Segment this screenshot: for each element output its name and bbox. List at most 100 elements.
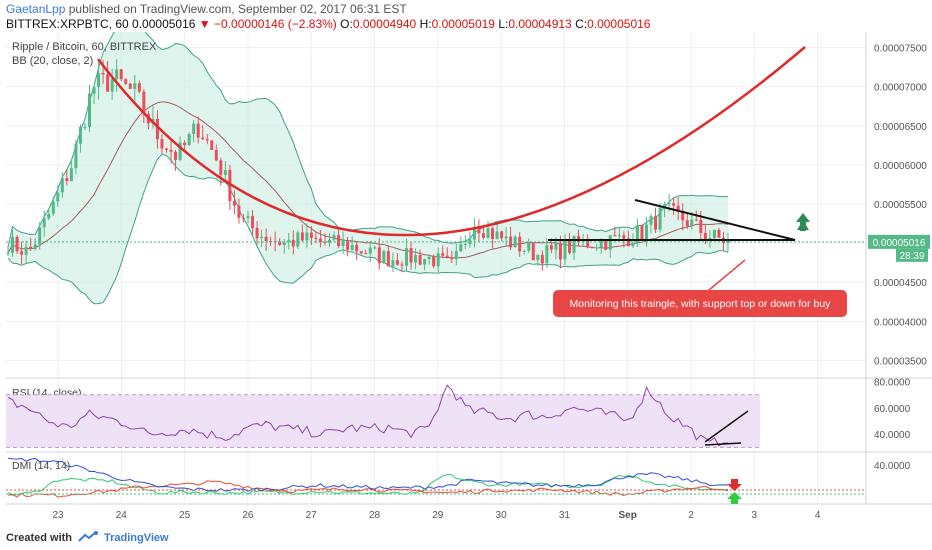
candle-body — [540, 254, 544, 264]
username-link[interactable]: GaetanLpp — [6, 2, 66, 16]
open-value: 0.00004940 — [352, 17, 417, 31]
candle-body — [15, 236, 19, 252]
candle-body — [481, 233, 485, 238]
candle-body — [382, 251, 386, 264]
candle-body — [323, 241, 327, 243]
time-axis-tick: 30 — [496, 510, 508, 521]
published-text: published on TradingView.com, September … — [68, 2, 407, 16]
candle-body — [97, 72, 101, 88]
candle-body — [106, 74, 110, 92]
candle-body — [88, 93, 92, 127]
triangle-resistance-line — [634, 199, 796, 241]
close-value: 0.00005016 — [587, 17, 651, 31]
candle-body — [454, 251, 458, 260]
candle-body — [305, 232, 309, 241]
candle-body — [241, 217, 245, 219]
time-axis-tick: 2 — [688, 510, 694, 521]
annotation-callout — [553, 290, 847, 317]
candle-body — [617, 235, 621, 237]
candle-body — [346, 240, 350, 250]
last-price-tag-text: 0.00005016 — [873, 238, 926, 249]
time-axis-tick: 28 — [369, 510, 381, 521]
high-value: 0.00005019 — [431, 17, 495, 31]
candle-body — [409, 248, 413, 263]
bollinger-upper-line — [7, 32, 729, 248]
chart-area[interactable]: 0.00007500 0.00007000 0.00006500 0.00006000… — [0, 32, 932, 522]
candle-body — [291, 239, 295, 247]
candle-body — [78, 126, 82, 144]
bollinger-basis-line — [7, 101, 729, 259]
candle-body — [169, 149, 173, 152]
tradingview-brand-link[interactable]: TradingView — [104, 532, 169, 544]
candle-body — [128, 83, 132, 89]
candle-body — [219, 160, 223, 175]
candle-body — [536, 254, 540, 261]
candle-body — [368, 247, 372, 254]
price-axis-tick: 0.00007500 — [874, 44, 927, 55]
candle-body — [314, 237, 318, 239]
candle-body — [681, 211, 685, 221]
candle-body — [264, 236, 268, 242]
candle-body — [160, 139, 164, 149]
rsi-axis-tick: 40.0000 — [874, 430, 911, 441]
rsi-band-fill — [6, 394, 760, 448]
candle-body — [717, 229, 721, 238]
candle-body — [554, 243, 558, 250]
candle-body — [436, 253, 440, 267]
candle-body — [6, 252, 10, 254]
candle-body — [65, 178, 69, 182]
candle-body — [649, 216, 653, 225]
candle-body — [287, 239, 291, 243]
price-axis-tick: 0.00006500 — [874, 122, 927, 133]
time-axis-tick: 4 — [815, 510, 821, 521]
candle-body — [377, 247, 381, 264]
candle-body — [29, 246, 33, 250]
candle-body — [640, 225, 644, 240]
candle-body — [359, 251, 363, 254]
candle-body — [74, 143, 78, 169]
callout-pointer — [702, 259, 746, 296]
candle-body — [667, 203, 671, 205]
price-change: −0.00000146 (−2.83%) — [214, 17, 337, 31]
candle-body — [237, 205, 241, 218]
candle-body — [187, 134, 191, 146]
candle-body — [11, 236, 15, 253]
close-label: C: — [575, 17, 588, 31]
candle-body — [33, 244, 37, 250]
candle-body — [391, 260, 395, 267]
time-axis-tick: 31 — [559, 510, 571, 521]
candle-body — [635, 225, 639, 243]
candle-body — [124, 79, 128, 84]
candle-body — [24, 246, 28, 255]
chart-title: Ripple / Bitcoin, 60, BITTREX — [12, 41, 157, 53]
candle-body — [341, 240, 345, 247]
candle-body — [300, 232, 304, 241]
candle-body — [142, 91, 146, 115]
candle-body — [477, 226, 481, 234]
dmi-axis-tick: 40.0000 — [874, 461, 911, 472]
last-price: 0.00005016 — [132, 17, 196, 31]
candle-body — [595, 247, 599, 249]
bollinger-band-fill — [8, 32, 728, 304]
down-arrow-icon — [727, 479, 742, 491]
price-axis-tick: 0.00004000 — [874, 317, 927, 328]
candle-body — [119, 69, 123, 80]
price-axis-tick: 0.00004500 — [874, 278, 927, 289]
candle-body — [137, 83, 141, 92]
candle-body — [83, 126, 87, 128]
candle-body — [400, 264, 404, 266]
candle-body — [51, 201, 55, 214]
candle-body — [563, 240, 567, 260]
candle-body — [251, 216, 255, 228]
candle-body — [726, 239, 730, 244]
candle-body — [604, 240, 608, 250]
candle-body — [255, 227, 259, 239]
publish-info: GaetanLpp published on TradingView.com, … — [6, 2, 407, 16]
rsi-trend-line — [704, 442, 742, 446]
low-value: 0.00004913 — [508, 17, 572, 31]
candle-body — [282, 242, 286, 246]
candle-body — [463, 243, 467, 245]
candle-body — [690, 219, 694, 227]
candle-body — [423, 259, 427, 265]
candle-body — [626, 238, 630, 247]
